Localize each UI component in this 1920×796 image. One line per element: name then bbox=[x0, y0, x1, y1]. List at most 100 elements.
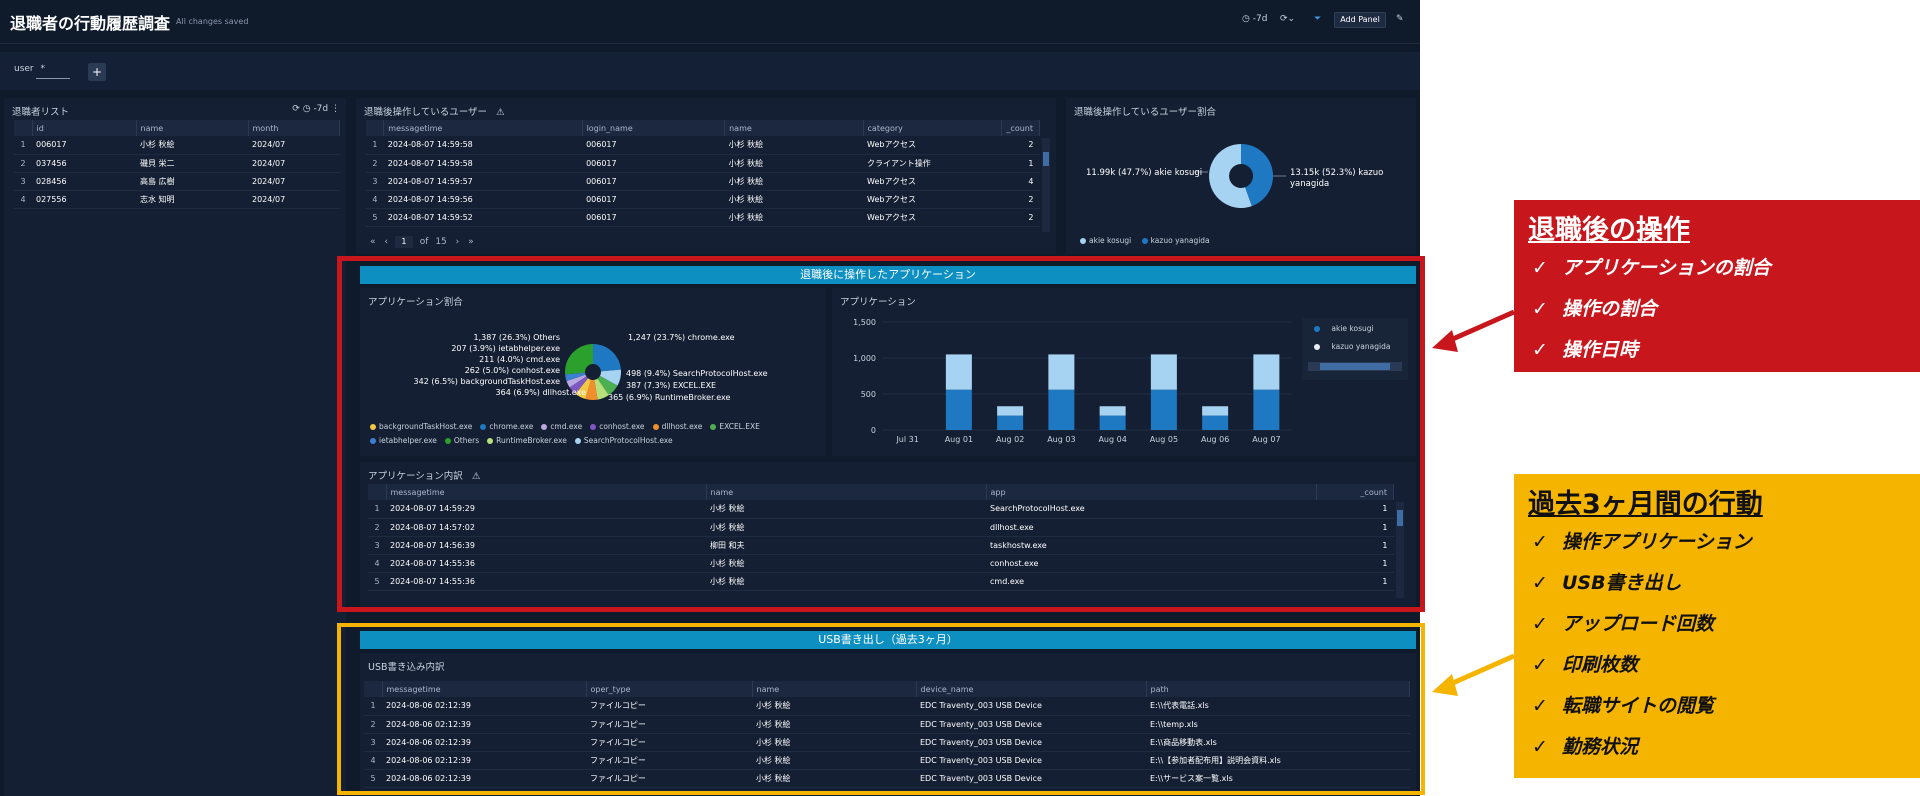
bar-akie[interactable] bbox=[1253, 389, 1280, 430]
legend-item[interactable]: chrome.exe bbox=[480, 420, 533, 434]
column-header[interactable]: path bbox=[1146, 681, 1410, 697]
next-page-icon[interactable]: › bbox=[455, 237, 460, 247]
table-row[interactable]: 1 2024-08-06 02:12:39 ファイルコピー 小杉 秋絵 EDC Trav… bbox=[364, 697, 1410, 716]
table-row[interactable]: 2 037456 磯貝 栄二 2024/07 bbox=[14, 154, 340, 173]
legend-item[interactable]: dllhost.exe bbox=[652, 420, 702, 434]
add-filter-button[interactable]: + bbox=[88, 63, 106, 81]
column-header[interactable]: oper_type bbox=[586, 681, 753, 697]
column-header[interactable]: app bbox=[986, 484, 1317, 500]
bar-legend-item-akie[interactable]: akie kosugi bbox=[1314, 324, 1374, 333]
pie-slice[interactable] bbox=[565, 344, 593, 375]
column-header[interactable]: messagetime bbox=[382, 681, 587, 697]
legend-item[interactable]: conhost.exe bbox=[590, 420, 645, 434]
edit-button[interactable]: ✎ bbox=[1396, 14, 1404, 24]
pie-slice[interactable] bbox=[569, 376, 588, 394]
bar-akie[interactable] bbox=[997, 415, 1024, 430]
first-page-icon[interactable]: « bbox=[370, 237, 376, 247]
bar-akie[interactable] bbox=[1048, 389, 1075, 430]
time-range-button[interactable]: ◷ -7d bbox=[1242, 14, 1267, 24]
refresh-button[interactable]: ⟳⌄ bbox=[1280, 14, 1295, 24]
bar-kazuo[interactable] bbox=[997, 406, 1024, 416]
refresh-icon[interactable]: ⟳ bbox=[292, 104, 300, 114]
table-row[interactable]: 2 2024-08-06 02:12:39 ファイルコピー 小杉 秋絵 EDC Trav… bbox=[364, 715, 1410, 734]
column-header[interactable]: month bbox=[248, 120, 340, 136]
table-row[interactable]: 4 2024-08-07 14:55:36 小杉 秋絵 conhost.exe 1 bbox=[368, 554, 1394, 573]
legend-item[interactable]: ietabhelper.exe bbox=[370, 434, 437, 448]
column-header[interactable]: name bbox=[752, 681, 917, 697]
bar-kazuo[interactable] bbox=[1253, 354, 1280, 390]
filter-button[interactable]: ⏷ bbox=[1314, 14, 1321, 24]
table-row[interactable]: 3 028456 高島 広樹 2024/07 bbox=[14, 172, 340, 191]
bar-kazuo[interactable] bbox=[1099, 406, 1126, 416]
table-row[interactable]: 4 2024-08-06 02:12:39 ファイルコピー 小杉 秋絵 EDC Trav… bbox=[364, 751, 1410, 770]
column-header[interactable]: category bbox=[863, 120, 1003, 136]
legend-item[interactable]: RuntimeBroker.exe bbox=[487, 434, 567, 448]
pie-slice[interactable] bbox=[565, 372, 586, 382]
pie-slice[interactable] bbox=[599, 369, 621, 386]
pie-slice[interactable] bbox=[593, 344, 621, 372]
table-row[interactable]: 5 2024-08-06 02:12:39 ファイルコピー 小杉 秋絵 EDC Trav… bbox=[364, 769, 1410, 788]
pie-slice[interactable] bbox=[575, 378, 591, 399]
column-header[interactable]: name bbox=[706, 484, 987, 500]
bar-akie[interactable] bbox=[1202, 415, 1229, 430]
column-header[interactable]: _count bbox=[1001, 120, 1040, 136]
bar-akie[interactable] bbox=[1150, 389, 1177, 430]
bar-kazuo[interactable] bbox=[1202, 406, 1229, 416]
table-row[interactable]: 5 2024-08-07 14:55:36 小杉 秋絵 cmd.exe 1 bbox=[368, 572, 1394, 591]
legend-item[interactable]: kazuo yanagida bbox=[1150, 236, 1210, 245]
column-header[interactable]: name bbox=[136, 120, 249, 136]
table-row[interactable]: 5 2024-08-07 14:59:52 006017 小杉 秋絵 Webアクセス 2 bbox=[366, 208, 1040, 227]
table-row[interactable]: 3 2024-08-07 14:56:39 柳田 和夫 taskhostw.exe 1 bbox=[368, 536, 1394, 555]
table-row[interactable]: 1 006017 小杉 秋絵 2024/07 bbox=[14, 136, 340, 155]
more-icon[interactable]: ⋮ bbox=[331, 104, 340, 114]
page-input[interactable]: 1 bbox=[394, 236, 413, 248]
pie-slice[interactable] bbox=[566, 374, 587, 388]
legend-item[interactable]: EXCEL.EXE bbox=[710, 420, 760, 434]
donut-slice-kazuo[interactable] bbox=[1241, 143, 1274, 207]
bar-legend-item-kazuo[interactable]: kazuo yanagida bbox=[1314, 342, 1390, 351]
legend-item[interactable]: Others bbox=[444, 434, 479, 448]
last-page-icon[interactable]: » bbox=[468, 237, 474, 247]
user-filter-value[interactable]: * bbox=[40, 64, 46, 74]
y-tick-label: 1,000 bbox=[853, 354, 876, 363]
table-row[interactable]: 2 2024-08-07 14:57:02 小杉 秋絵 dllhost.exe 1 bbox=[368, 518, 1394, 537]
column-header[interactable]: name bbox=[724, 120, 864, 136]
pie-slice[interactable] bbox=[594, 378, 609, 400]
legend-scrollbar[interactable] bbox=[1308, 362, 1402, 371]
table-row[interactable]: 3 2024-08-06 02:12:39 ファイルコピー 小杉 秋絵 EDC Trav… bbox=[364, 733, 1410, 752]
bar-kazuo[interactable] bbox=[1048, 354, 1075, 390]
column-header[interactable]: login_name bbox=[582, 120, 726, 136]
legend-item[interactable]: SearchProtocolHost.exe bbox=[574, 434, 673, 448]
table-row[interactable]: 1 2024-08-07 14:59:58 006017 小杉 秋絵 Webアクセス 2 bbox=[366, 136, 1040, 155]
table-row[interactable]: 2 2024-08-07 14:59:58 006017 小杉 秋絵 クライアント操作 1 bbox=[366, 154, 1040, 173]
pie-slice[interactable] bbox=[585, 379, 598, 400]
legend-item[interactable]: akie kosugi bbox=[1089, 236, 1132, 245]
add-panel-button[interactable]: Add Panel bbox=[1334, 12, 1386, 28]
column-header[interactable]: _count bbox=[1316, 484, 1394, 500]
table-cell: 2024/07 bbox=[248, 154, 340, 173]
clock-icon[interactable]: ◷ bbox=[302, 104, 311, 114]
table-row[interactable]: 4 027556 志水 知明 2024/07 bbox=[14, 190, 340, 209]
donut-slice-akie[interactable] bbox=[1209, 144, 1252, 208]
column-header[interactable]: messagetime bbox=[386, 484, 707, 500]
bar-akie[interactable] bbox=[945, 389, 972, 430]
column-header[interactable]: device_name bbox=[916, 681, 1147, 697]
bar-akie[interactable] bbox=[1099, 415, 1126, 430]
prev-page-icon[interactable]: ‹ bbox=[384, 237, 388, 247]
pie-label: 342 (6.5%) backgroundTaskHost.exe bbox=[414, 377, 561, 386]
table-cell: 小杉 秋絵 bbox=[752, 715, 916, 734]
bar-kazuo[interactable] bbox=[945, 354, 972, 390]
column-header[interactable]: id bbox=[32, 120, 137, 136]
column-header[interactable]: messagetime bbox=[383, 120, 583, 136]
app-detail-scrollbar[interactable] bbox=[1396, 502, 1404, 598]
table-row[interactable]: 1 2024-08-07 14:59:29 小杉 秋絵 SearchProtocolH… bbox=[368, 500, 1394, 519]
table-cell: Webアクセス bbox=[863, 136, 1002, 155]
bar-kazuo[interactable] bbox=[1150, 354, 1177, 390]
legend-dot bbox=[1314, 326, 1320, 332]
table-row[interactable]: 4 2024-08-07 14:59:56 006017 小杉 秋絵 Webアクセス 2 bbox=[366, 190, 1040, 209]
legend-item[interactable]: cmd.exe bbox=[541, 420, 582, 434]
pie-slice[interactable] bbox=[597, 375, 618, 396]
legend-item[interactable]: backgroundTaskHost.exe bbox=[370, 420, 472, 434]
ops-scrollbar[interactable] bbox=[1042, 138, 1050, 232]
table-row[interactable]: 3 2024-08-07 14:59:57 006017 小杉 秋絵 Webアクセス 4 bbox=[366, 172, 1040, 191]
